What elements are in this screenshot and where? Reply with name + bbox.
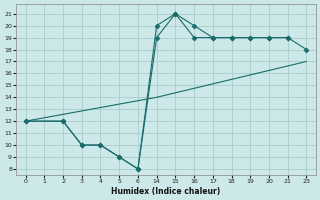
- X-axis label: Humidex (Indice chaleur): Humidex (Indice chaleur): [111, 187, 221, 196]
